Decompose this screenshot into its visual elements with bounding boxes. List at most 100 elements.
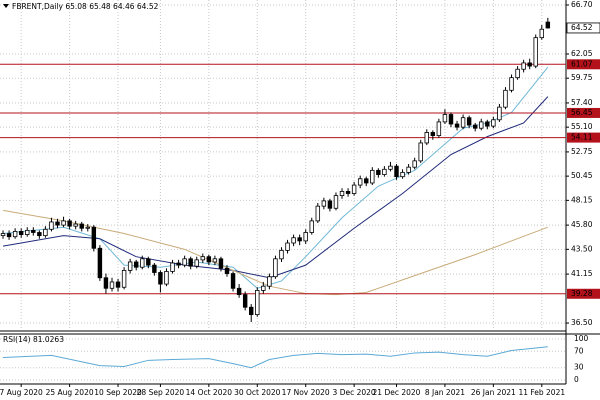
candle-body	[249, 306, 254, 316]
candle-body	[297, 237, 302, 242]
candle-body	[115, 281, 121, 288]
candle-body	[485, 121, 490, 127]
candle-body	[279, 249, 284, 260]
candle-body	[79, 223, 84, 229]
candle-body	[418, 142, 423, 162]
candle-body	[430, 132, 436, 136]
rsi-tick-label: 70	[574, 346, 584, 355]
y-tick-label: 52.75	[571, 147, 593, 156]
candle-body	[515, 68, 520, 79]
candle-body	[61, 220, 66, 226]
x-tick-label: 17 Nov 2020	[282, 388, 330, 397]
candle-body	[273, 258, 278, 278]
level-label: 56.45	[571, 108, 593, 117]
y-tick-label: 57.40	[571, 98, 593, 107]
candle-body	[503, 89, 508, 108]
candle-body	[479, 121, 484, 129]
candle-body	[103, 277, 109, 289]
candle-body	[321, 200, 327, 207]
candle-body	[424, 132, 429, 144]
candle-body	[18, 231, 24, 235]
candle-body	[370, 169, 375, 184]
candle-body	[406, 166, 411, 173]
candle-body	[491, 119, 496, 127]
candle-body	[6, 233, 12, 238]
candle-body	[412, 160, 417, 168]
candle-body	[73, 223, 78, 227]
y-tick-label: 55.10	[571, 122, 593, 131]
candle-body	[200, 256, 206, 261]
rsi-tick-label: 30	[574, 363, 584, 372]
candle-body	[230, 273, 236, 289]
candle-body	[37, 232, 42, 237]
candle-body	[255, 290, 260, 316]
candle-body	[164, 271, 169, 285]
candle-body	[509, 77, 514, 91]
candle-body	[442, 114, 448, 123]
candle-body	[182, 258, 187, 266]
candle-body	[309, 220, 314, 233]
y-tick-label: 43.50	[571, 244, 593, 253]
candle-body	[236, 287, 242, 296]
level-tag	[567, 132, 600, 143]
candle-body	[466, 117, 472, 126]
candle-body	[188, 258, 193, 267]
moving-average-line	[2, 96, 549, 279]
candle-body	[206, 256, 212, 263]
level-tag	[567, 59, 600, 70]
candle-body	[242, 294, 248, 308]
y-tick-label: 62.05	[571, 49, 593, 58]
rsi-label: RSI(14) 81.0263	[3, 335, 64, 344]
candle-body	[91, 226, 97, 249]
x-tick-label: 26 Jan 2021	[471, 388, 516, 397]
level-tag	[567, 288, 600, 299]
chart-title: FBRENT,Daily 65.08 65.48 64.46 64.52	[12, 2, 159, 11]
candle-body	[527, 62, 532, 67]
candle-body	[146, 258, 151, 266]
candle-body	[472, 124, 478, 129]
candle-body	[170, 262, 175, 272]
candle-body	[49, 221, 54, 230]
candle-body	[460, 117, 466, 128]
candle-body	[85, 226, 90, 229]
candle-body	[109, 281, 115, 289]
candle-body	[194, 259, 199, 267]
candle-body	[43, 228, 48, 237]
price-label: 64.52	[571, 23, 593, 32]
rsi-tick-label: 100	[574, 334, 589, 343]
candle-body	[539, 28, 545, 39]
y-tick-label: 48.15	[571, 195, 593, 204]
candle-body	[31, 229, 36, 233]
candle-body	[376, 169, 381, 175]
candle-body	[351, 184, 357, 194]
candle-body	[364, 178, 369, 184]
x-tick-label: 11 Feb 2021	[518, 388, 565, 397]
price-tag	[566, 22, 600, 34]
candle-body	[25, 229, 30, 235]
x-tick-label: 30 Oct 2020	[234, 388, 281, 397]
candle-body	[212, 258, 218, 263]
rsi-tick-label: 0	[574, 375, 579, 384]
candle-body	[448, 114, 454, 125]
candle-body	[315, 205, 321, 222]
level-tag	[567, 107, 600, 118]
candle-body	[218, 258, 224, 269]
candle-body	[303, 232, 308, 242]
candle-body	[400, 172, 405, 178]
rsi-line	[3, 346, 548, 369]
level-label: 61.07	[571, 59, 593, 68]
candle-body	[345, 191, 351, 194]
candle-body	[327, 200, 333, 209]
x-tick-label: 8 Jan 2021	[425, 388, 465, 397]
candle-body	[224, 267, 230, 274]
candle-body	[382, 168, 387, 175]
x-tick-label: 3 Dec 2020	[333, 388, 376, 397]
candle-body	[333, 195, 339, 209]
level-label: 39.28	[571, 289, 593, 298]
candle-body	[533, 37, 538, 67]
candle-body	[454, 123, 460, 128]
candle-body	[176, 262, 181, 266]
dropdown-icon	[3, 4, 9, 8]
